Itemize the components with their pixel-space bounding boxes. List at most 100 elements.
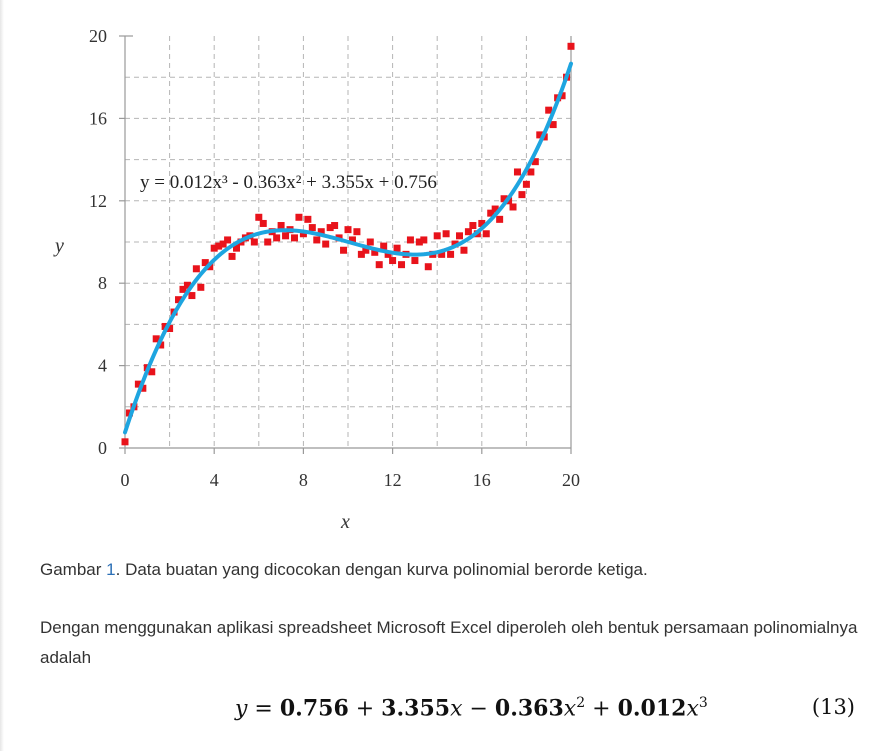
data-point [362,246,370,254]
eq-c1: 3.355 [381,695,451,722]
data-point [456,232,463,240]
data-point [255,213,263,221]
data-point [545,106,553,114]
data-point [389,257,397,265]
data-point [496,215,504,223]
data-point [513,168,521,176]
data-point [273,234,281,242]
data-point [152,335,160,343]
eq-x2: x [563,696,577,722]
data-point [313,236,321,244]
data-point [478,219,486,227]
data-point [531,158,539,166]
scatter-chart: 0 4 8 12 16 20 0 4 8 12 16 20 y = 0.012x³ - 0.363x²… [53,26,580,533]
x-tick-label: 20 [562,470,580,490]
body-paragraph: Dengan menggunakan aplikasi spreadsheet … [40,618,858,667]
data-point [398,261,406,269]
data-point [558,92,566,100]
data-point [228,252,236,260]
eq-exp2: 2 [576,695,586,711]
data-point [157,341,165,349]
data-point [139,384,147,392]
equation-number: (13) [811,695,855,719]
chart-axes [124,35,572,449]
data-point [340,246,348,254]
caption-prefix: Gambar [40,560,102,579]
y-tick-label: 0 [98,438,107,458]
fit-equation-annotation: y = 0.012x³ - 0.363x² + 3.355x + 0.756 [140,172,437,193]
data-point [442,230,450,238]
y-tick-label: 12 [89,191,107,211]
display-equation: y = 0.756 + 3.355x − 0.363x2 + 0.012x3 (… [0,695,895,735]
data-point [197,283,205,291]
figure-polynomial-fit: 0 4 8 12 16 20 0 4 8 12 16 20 y = 0.012x³ - 0.363x²… [53,26,580,533]
data-point [357,250,365,258]
data-point [393,244,401,252]
data-point [366,238,374,246]
eq-lhs: y [235,696,248,722]
data-point [371,248,379,256]
eq-c2: 0.363 [494,695,564,722]
data-point [264,238,272,246]
x-tick-label: 16 [473,470,491,490]
data-point [317,228,325,236]
data-point [277,222,285,230]
data-point [433,232,441,240]
data-point [518,191,526,199]
chart-curve [123,61,573,435]
x-tick-label: 4 [210,470,219,490]
x-axis-label: x [340,511,350,533]
data-point [509,203,517,211]
data-point [348,236,356,244]
data-point [500,195,508,203]
data-point [299,230,307,238]
data-point [224,236,232,244]
data-point [353,228,361,236]
data-point [411,257,419,265]
y-tick-label: 8 [98,273,107,293]
fit-curve-line [123,61,573,435]
data-point [326,224,334,232]
data-point [215,242,223,250]
data-point [192,265,200,273]
data-point [134,380,142,388]
data-point [447,250,455,258]
y-tick-label: 4 [98,356,107,376]
data-point [487,209,495,217]
data-point [210,244,218,252]
data-point [469,222,477,230]
data-point [188,292,196,300]
chart-grid [125,36,571,448]
data-point [322,240,330,248]
data-point [375,261,383,269]
data-point [464,228,472,236]
eq-x3: x [686,696,699,722]
chart-ticks: 0 4 8 12 16 20 0 4 8 12 16 20 [89,26,580,490]
page-edge-shadow [0,0,4,751]
x-tick-label: 8 [299,470,308,490]
eq-c0: 0.756 [279,695,349,722]
x-tick-label: 0 [121,470,130,490]
data-point [380,242,388,250]
data-point [415,238,423,246]
data-point [331,222,339,230]
caption-figure-number[interactable]: 1 [106,560,116,579]
data-point [304,215,312,223]
data-point [282,232,290,240]
data-point [183,281,191,289]
data-point [121,438,129,446]
equation-body: y = 0.756 + 3.355x − 0.363x2 + 0.012x3 [235,695,708,722]
y-tick-label: 16 [89,108,107,128]
data-point [567,42,575,50]
data-point [438,250,446,258]
eq-exp3: 3 [698,695,708,711]
data-point [179,285,187,293]
data-point [201,259,209,267]
data-point [522,180,530,188]
data-point [536,131,544,139]
data-point [424,263,432,271]
data-point [219,240,227,248]
eq-c3: 0.012 [617,695,687,722]
data-point [549,121,557,129]
data-point [460,246,468,254]
